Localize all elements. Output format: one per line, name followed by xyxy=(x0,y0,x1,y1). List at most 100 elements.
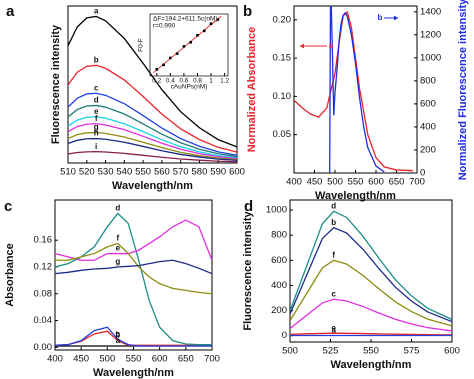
x-tick-label: 500 xyxy=(282,346,298,357)
fit-line xyxy=(153,15,222,74)
series-label: f xyxy=(116,234,119,243)
series-label: e xyxy=(94,107,99,116)
series-line xyxy=(68,92,237,156)
annotation: r=0.990 xyxy=(153,23,176,30)
y2-tick-label: 0 xyxy=(420,168,425,179)
series-label: g xyxy=(115,257,120,266)
x-tick-label: 530 xyxy=(98,167,114,178)
point xyxy=(155,68,159,71)
series-line xyxy=(290,259,452,327)
point xyxy=(162,63,165,67)
series-line xyxy=(68,151,237,163)
x-tick-label: 450 xyxy=(73,354,89,365)
x-tick-label: 550 xyxy=(135,167,151,178)
y-tick-label: 800 xyxy=(271,230,287,241)
series-label: c xyxy=(94,83,99,92)
x-tick-label: 550 xyxy=(348,177,364,188)
series-line xyxy=(329,6,385,173)
x-axis-label: Wavelength/nm xyxy=(331,359,412,371)
point xyxy=(169,56,172,60)
y-axis-label: Absorbance xyxy=(4,243,16,307)
series-line xyxy=(290,298,452,332)
x-tick-label: 400 xyxy=(286,177,302,188)
series-line xyxy=(68,123,237,160)
x-tick-label: 1 xyxy=(209,78,213,85)
series-label: a xyxy=(329,41,334,50)
panel-label: a xyxy=(6,3,15,20)
series-label: g xyxy=(94,123,99,132)
x-tick-label: 700 xyxy=(204,354,220,365)
series-label: c xyxy=(332,289,337,298)
x-tick-label: 600 xyxy=(152,354,168,365)
y-axis-label: Fluorescence intensity xyxy=(242,211,254,331)
x-axis-label: cAuNPs(nM) xyxy=(171,84,208,91)
series-label: f xyxy=(332,250,335,259)
point xyxy=(202,29,206,33)
series-label: b xyxy=(94,55,99,64)
y2-tick-label: 800 xyxy=(420,75,436,86)
x-tick-label: 580 xyxy=(192,167,208,178)
x-tick-label: 1.2 xyxy=(220,78,229,85)
series-label: a xyxy=(332,326,337,335)
series-line xyxy=(55,330,212,346)
x-tick-label: 570 xyxy=(173,167,189,178)
series-line xyxy=(55,219,212,261)
plot-area xyxy=(294,6,413,173)
series-label: f xyxy=(95,114,98,123)
x-tick-label: 510 xyxy=(60,167,76,178)
series-label: a xyxy=(116,336,121,345)
x-tick-label: 650 xyxy=(389,177,405,188)
plot-area xyxy=(68,15,237,163)
y-tick-label: 0 xyxy=(282,330,287,341)
series-label: d xyxy=(94,96,99,105)
x-tick-label: 540 xyxy=(116,167,132,178)
series-label: h xyxy=(94,129,99,138)
series-line xyxy=(55,242,212,295)
series-line xyxy=(55,326,212,347)
x-tick-label: 590 xyxy=(210,167,226,178)
series-label: d xyxy=(115,204,120,213)
y2-tick-label: 1200 xyxy=(420,29,441,40)
y2-tick-label: 200 xyxy=(420,144,436,155)
y-tick-label: 0.04 xyxy=(34,315,53,326)
y-axis-label: Fluorescence intensity xyxy=(50,24,62,144)
plot-frame xyxy=(293,5,418,174)
series-line xyxy=(290,332,452,336)
x-tick-label: 0.8 xyxy=(193,78,202,85)
y-tick-label: 0.12 xyxy=(34,261,53,272)
y-tick-label: 600 xyxy=(271,255,287,266)
x-tick-label: 0.2 xyxy=(152,78,161,85)
x-tick-label: 600 xyxy=(368,177,384,188)
x-tick-label: 700 xyxy=(409,177,425,188)
y-axis-label: Normalized Absorbance xyxy=(246,27,258,153)
point xyxy=(182,45,186,48)
x-tick-label: 560 xyxy=(154,167,170,178)
x-axis-label: Wavelength/nm xyxy=(112,180,193,192)
plot-area xyxy=(153,15,222,74)
point xyxy=(175,52,179,55)
series-line xyxy=(55,259,212,275)
point xyxy=(216,18,220,21)
series-line xyxy=(68,116,237,159)
y-tick-label: 400 xyxy=(271,280,287,291)
x-tick-label: 550 xyxy=(126,354,142,365)
x-tick-label: 550 xyxy=(363,346,379,357)
y2-tick-label: 1000 xyxy=(420,52,441,63)
x-tick-label: 575 xyxy=(404,346,420,357)
series-label: a xyxy=(94,7,99,16)
y-tick-label: 0.00 xyxy=(34,342,53,353)
x-tick-label: 0.4 xyxy=(166,78,175,85)
y-tick-label: 0.10 xyxy=(273,91,292,102)
plot-area xyxy=(55,212,212,347)
series-label: b xyxy=(331,218,336,227)
series-label: e xyxy=(116,244,121,253)
plot-frame xyxy=(54,199,213,351)
y-tick-label: 1000 xyxy=(266,205,287,216)
panel-label: c xyxy=(4,198,12,215)
series-label: d xyxy=(331,201,336,210)
x-tick-label: 0.6 xyxy=(179,78,188,85)
series-label: c xyxy=(116,329,121,338)
series-line xyxy=(55,212,212,346)
y2-tick-label: 1400 xyxy=(420,6,441,17)
